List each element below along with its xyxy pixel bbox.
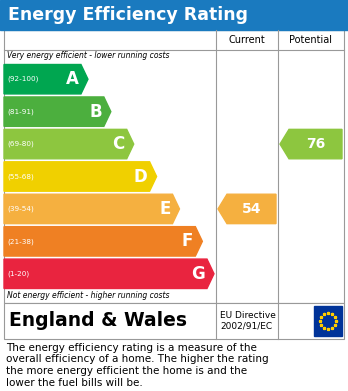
Polygon shape: [4, 97, 111, 126]
Text: (81-91): (81-91): [7, 108, 34, 115]
Polygon shape: [4, 227, 202, 256]
Polygon shape: [280, 129, 342, 159]
Polygon shape: [4, 129, 134, 159]
Text: 54: 54: [242, 202, 261, 216]
Polygon shape: [218, 194, 276, 224]
Bar: [314, 306, 342, 336]
Text: (39-54): (39-54): [7, 206, 34, 212]
Text: (55-68): (55-68): [7, 173, 34, 180]
Text: E: E: [159, 200, 171, 218]
Text: Potential: Potential: [290, 35, 332, 45]
Polygon shape: [4, 194, 180, 224]
Text: lower the fuel bills will be.: lower the fuel bills will be.: [6, 377, 143, 387]
Text: (1-20): (1-20): [7, 271, 29, 277]
Bar: [0, 0, 348, 30]
Text: (21-38): (21-38): [7, 238, 34, 245]
Bar: [4, 303, 344, 339]
Text: D: D: [134, 167, 148, 185]
Text: The energy efficiency rating is a measure of the: The energy efficiency rating is a measur…: [6, 343, 257, 353]
Polygon shape: [4, 259, 214, 289]
Text: Not energy efficient - higher running costs: Not energy efficient - higher running co…: [7, 291, 169, 300]
Bar: [4, 30, 344, 303]
Text: F: F: [182, 232, 193, 250]
Text: England & Wales: England & Wales: [9, 312, 187, 330]
Text: 76: 76: [306, 137, 325, 151]
Text: G: G: [191, 265, 205, 283]
Text: EU Directive: EU Directive: [220, 312, 276, 321]
Text: A: A: [66, 70, 79, 88]
Text: (92-100): (92-100): [7, 76, 38, 83]
Text: Current: Current: [229, 35, 266, 45]
Text: overall efficiency of a home. The higher the rating: overall efficiency of a home. The higher…: [6, 355, 269, 364]
Polygon shape: [4, 162, 157, 191]
Text: (69-80): (69-80): [7, 141, 34, 147]
Text: B: B: [89, 103, 102, 121]
Text: C: C: [112, 135, 125, 153]
Text: 2002/91/EC: 2002/91/EC: [220, 321, 272, 330]
Text: Energy Efficiency Rating: Energy Efficiency Rating: [8, 6, 248, 24]
Text: Very energy efficient - lower running costs: Very energy efficient - lower running co…: [7, 51, 169, 60]
Text: the more energy efficient the home is and the: the more energy efficient the home is an…: [6, 366, 247, 376]
Polygon shape: [4, 65, 88, 94]
